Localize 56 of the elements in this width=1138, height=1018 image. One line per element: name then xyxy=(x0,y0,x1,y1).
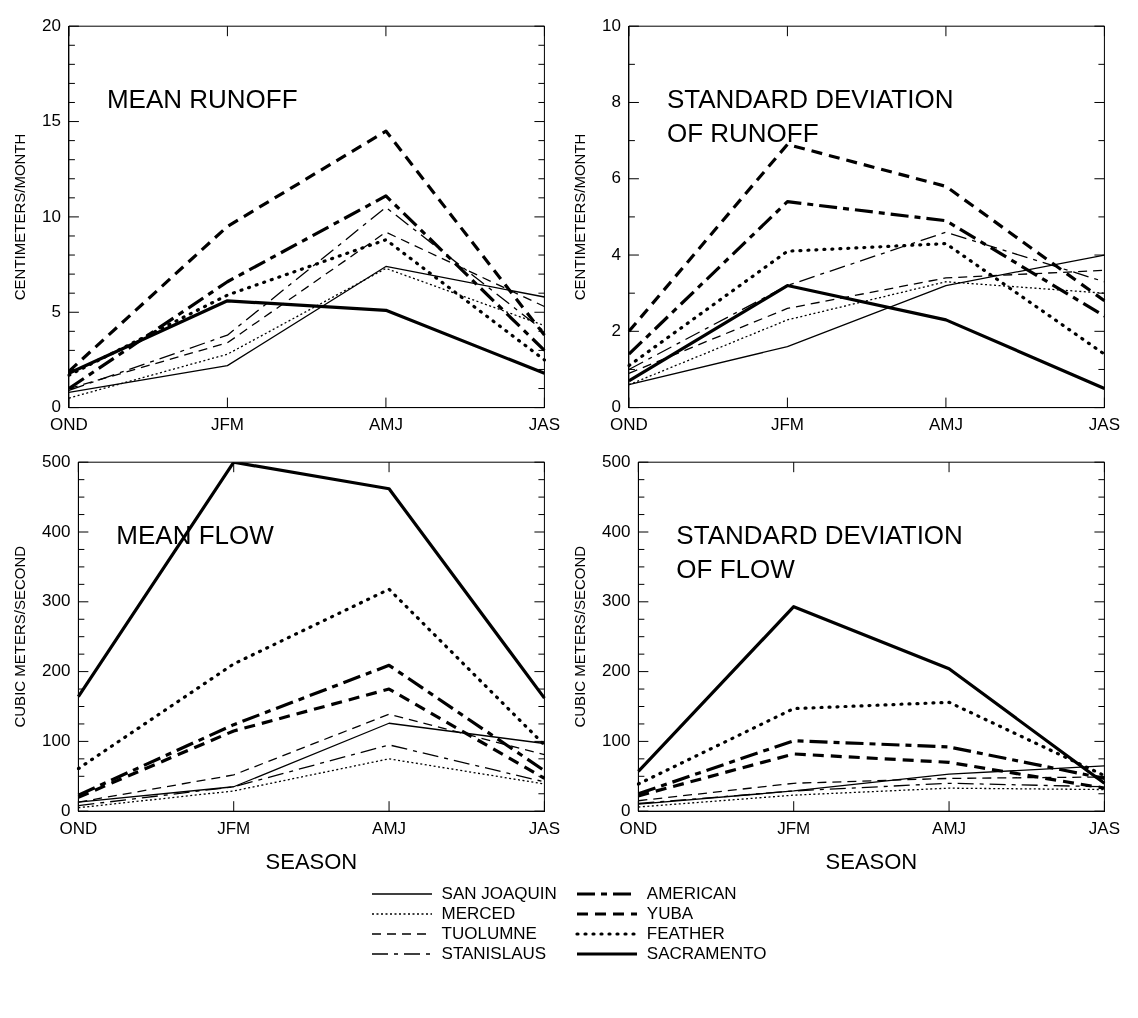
y-tick-label: 8 xyxy=(611,92,621,112)
y-tick-label: 0 xyxy=(51,397,61,417)
x-tick-label: JFM xyxy=(217,819,251,839)
y-tick-label: 2 xyxy=(611,321,621,341)
y-axis-title: CENTIMETERS/MONTH xyxy=(571,133,589,301)
y-tick-label: 300 xyxy=(601,591,631,611)
x-tick-label: AMJ xyxy=(928,415,963,435)
y-tick-label: 20 xyxy=(41,15,61,35)
y-tick-label: 4 xyxy=(611,244,621,264)
y-tick-label: 5 xyxy=(51,301,61,321)
x-tick-label: OND xyxy=(50,415,88,435)
x-tick-label: AMJ xyxy=(372,819,407,839)
x-tick-label: OND xyxy=(619,819,658,839)
legend-label: AMERICAN xyxy=(646,884,737,904)
legend-label: SACRAMENTO xyxy=(646,944,767,964)
y-tick-label: 400 xyxy=(601,521,631,541)
text: MEAN RUNOFF xyxy=(106,84,298,115)
y-tick-label: 400 xyxy=(41,521,71,541)
y-tick-label: 200 xyxy=(601,661,631,681)
y-tick-label: 10 xyxy=(41,206,61,226)
y-tick-label: 0 xyxy=(620,800,631,820)
legend-label: MERCED xyxy=(441,904,516,924)
text: STANDARD DEVIATION OF FLOW xyxy=(676,520,963,585)
x-tick-label: JFM xyxy=(777,819,811,839)
x-tick-label: OND xyxy=(610,415,648,435)
y-axis-title: CUBIC METERS/SECOND xyxy=(11,545,29,728)
legend-label: STANISLAUS xyxy=(441,944,547,964)
y-axis-title: CENTIMETERS/MONTH xyxy=(11,133,29,301)
x-axis-title: SEASON xyxy=(825,848,918,874)
y-tick-label: 10 xyxy=(601,15,621,35)
y-tick-label: 0 xyxy=(60,800,71,820)
x-tick-label: OND xyxy=(59,819,98,839)
y-tick-label: 500 xyxy=(41,451,71,471)
x-tick-label: JFM xyxy=(770,415,804,435)
x-tick-label: JAS xyxy=(528,415,560,435)
legend-label: FEATHER xyxy=(646,924,725,944)
x-axis-title: SEASON xyxy=(265,848,358,874)
y-tick-label: 0 xyxy=(611,397,621,417)
legend-label: TUOLUMNE xyxy=(441,924,537,944)
x-tick-label: AMJ xyxy=(932,819,967,839)
y-tick-label: 15 xyxy=(41,111,61,131)
y-tick-label: 500 xyxy=(601,451,631,471)
legend-label: SAN JOAQUIN xyxy=(441,884,557,904)
y-tick-label: 6 xyxy=(611,168,621,188)
y-tick-label: 100 xyxy=(601,731,631,751)
y-axis-title: CUBIC METERS/SECOND xyxy=(571,545,589,728)
x-tick-label: JAS xyxy=(1088,819,1120,839)
legend-label: YUBA xyxy=(646,904,694,924)
text: STANDARD DEVIATION OF RUNOFF xyxy=(666,84,954,149)
x-tick-label: JFM xyxy=(210,415,244,435)
y-tick-label: 200 xyxy=(41,661,71,681)
y-tick-label: 100 xyxy=(41,731,71,751)
x-tick-label: JAS xyxy=(1088,415,1120,435)
x-tick-label: JAS xyxy=(528,819,560,839)
x-tick-label: AMJ xyxy=(368,415,403,435)
y-tick-label: 300 xyxy=(41,591,71,611)
